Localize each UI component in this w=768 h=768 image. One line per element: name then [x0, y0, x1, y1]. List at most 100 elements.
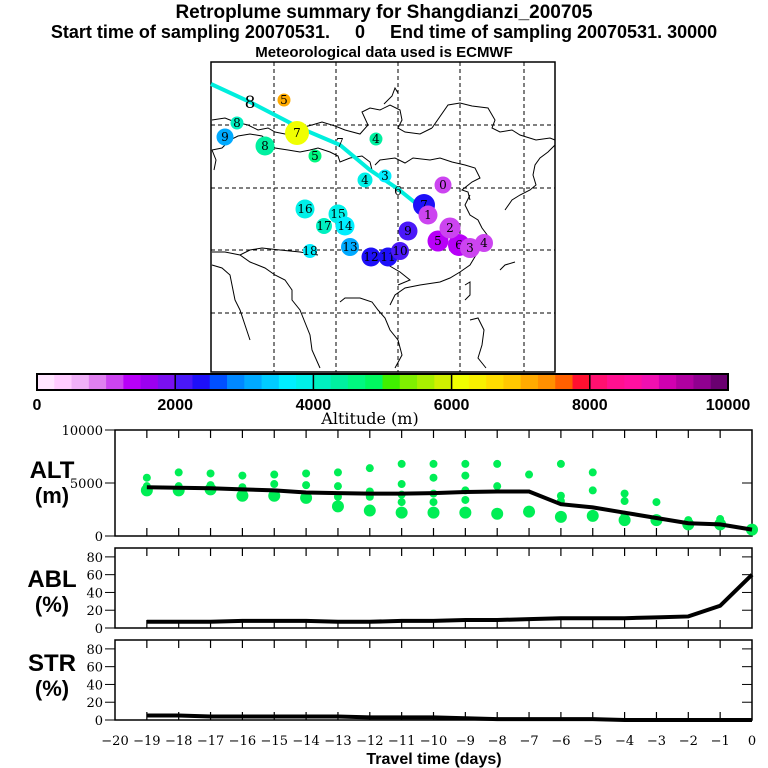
cluster-dot	[341, 238, 359, 256]
alt-scatter-point	[429, 498, 438, 507]
cluster-label: 4	[480, 236, 488, 250]
y-tick-label: 40	[86, 678, 103, 693]
x-tick-label: −20	[101, 734, 128, 749]
cluster-dot	[295, 199, 315, 219]
colorbar-segment	[503, 374, 522, 390]
cluster-label: 17	[316, 219, 331, 233]
colorbar-segment	[468, 374, 487, 390]
alt-scatter-point	[270, 470, 279, 479]
x-tick-label: −6	[551, 734, 570, 749]
cluster-marker: 3	[460, 238, 480, 258]
cluster-label: 5	[434, 234, 442, 248]
cluster-dot	[277, 93, 291, 107]
cluster-dot	[460, 238, 480, 258]
cluster-dot	[303, 244, 317, 258]
alt-scatter-point	[365, 464, 374, 473]
cluster-dot	[369, 132, 383, 146]
cluster-marker: 13	[341, 238, 359, 256]
coastlines	[211, 86, 556, 369]
cluster-marker: 4	[369, 132, 383, 146]
str-frame	[114, 639, 753, 721]
alt-scatter-point	[525, 470, 534, 479]
cluster-dot	[439, 217, 461, 239]
x-tick-label: −14	[292, 734, 319, 749]
alt-scatter-point	[331, 500, 344, 513]
colorbar-segment	[607, 374, 625, 390]
alt-scatter-point	[302, 469, 311, 478]
colorbar-tick-label: 10000	[706, 397, 751, 414]
alt-scatter-point	[554, 510, 567, 523]
y-tick-label: 20	[86, 696, 103, 711]
cluster-label: 7	[293, 126, 301, 140]
colorbar-segment	[330, 374, 349, 390]
colorbar-segment	[434, 374, 453, 390]
colorbar-label: Altitude (m)	[320, 409, 418, 428]
cluster-marker: 9	[398, 221, 418, 241]
alt-scatter-point	[493, 459, 502, 468]
colorbar-segment	[624, 374, 643, 390]
colorbar-segment	[54, 374, 73, 390]
abl-series-line	[146, 573, 754, 624]
alt-panel-unit: (m)	[35, 483, 69, 508]
cluster-label: 0	[439, 178, 447, 192]
colorbar-segment	[175, 374, 193, 390]
colorbar-segment	[296, 374, 314, 390]
colorbar-tick-label: 6000	[434, 397, 470, 414]
cluster-label: 8	[245, 93, 256, 113]
colorbar-tick-label: 0	[33, 397, 42, 414]
alt-panel: 0 5000 10000	[62, 424, 758, 545]
trajectory-track	[210, 82, 420, 207]
cluster-label: 2	[446, 221, 454, 235]
cluster-label: 12	[363, 250, 378, 264]
abl-panel-label: ABL	[27, 566, 76, 593]
alt-scatter-point	[620, 497, 629, 506]
abl-panel: 0 20 40 60 80	[86, 547, 754, 637]
cluster-dot	[434, 176, 452, 194]
colorbar-segment	[192, 374, 211, 390]
colorbar-frame	[36, 373, 729, 391]
alt-scatter-point	[363, 504, 376, 517]
x-tick-label: −4	[615, 734, 634, 749]
colorbar-segment	[537, 374, 556, 390]
cluster-marker: 17	[316, 218, 332, 234]
cluster-label: 7	[336, 136, 344, 150]
alt-scatter-point	[459, 506, 472, 519]
x-tick-label: −10	[420, 734, 447, 749]
x-tick-label: −15	[261, 734, 288, 749]
cluster-label: 7	[420, 198, 428, 212]
colorbar-segment	[261, 374, 280, 390]
cluster-label: 4	[361, 173, 369, 187]
colorbar-segment	[399, 374, 418, 390]
x-tick-label: −9	[456, 734, 475, 749]
cluster-label: 5	[311, 149, 319, 163]
x-axis-label: Travel time (days)	[366, 751, 501, 768]
cluster-marker: 8	[230, 116, 244, 130]
cluster-marker: 18	[302, 244, 318, 258]
alt-scatter-point	[268, 489, 281, 502]
y-tick-label: 40	[86, 586, 103, 601]
cluster-label: 18	[302, 244, 317, 258]
y-tick-label: 80	[86, 551, 103, 566]
alt-scatter-point	[491, 507, 504, 520]
cluster-marker: 7	[285, 121, 309, 145]
colorbar-segment	[37, 374, 55, 390]
str-series-line	[146, 713, 752, 722]
alt-scatter-point	[588, 468, 597, 477]
alt-scatter-point	[620, 489, 629, 498]
cluster-dot	[335, 216, 355, 236]
x-tick-label: −2	[679, 734, 698, 749]
chart-title: Retroplume summary for Shangdianzi_20070…	[175, 2, 593, 23]
alt-scatter-point	[302, 481, 311, 490]
x-tick-label: −1	[711, 734, 730, 749]
alt-panel-label: ALT	[30, 457, 75, 484]
colorbar-segment	[589, 374, 608, 390]
alt-scatter-point	[333, 482, 342, 491]
y-tick-label: 60	[86, 661, 103, 676]
colorbar-segment	[658, 374, 677, 390]
alt-scatter-point	[461, 459, 470, 468]
y-tick-label: 0	[95, 530, 103, 545]
colorbar-segment	[555, 374, 574, 390]
cluster-marker: 12	[361, 247, 381, 267]
